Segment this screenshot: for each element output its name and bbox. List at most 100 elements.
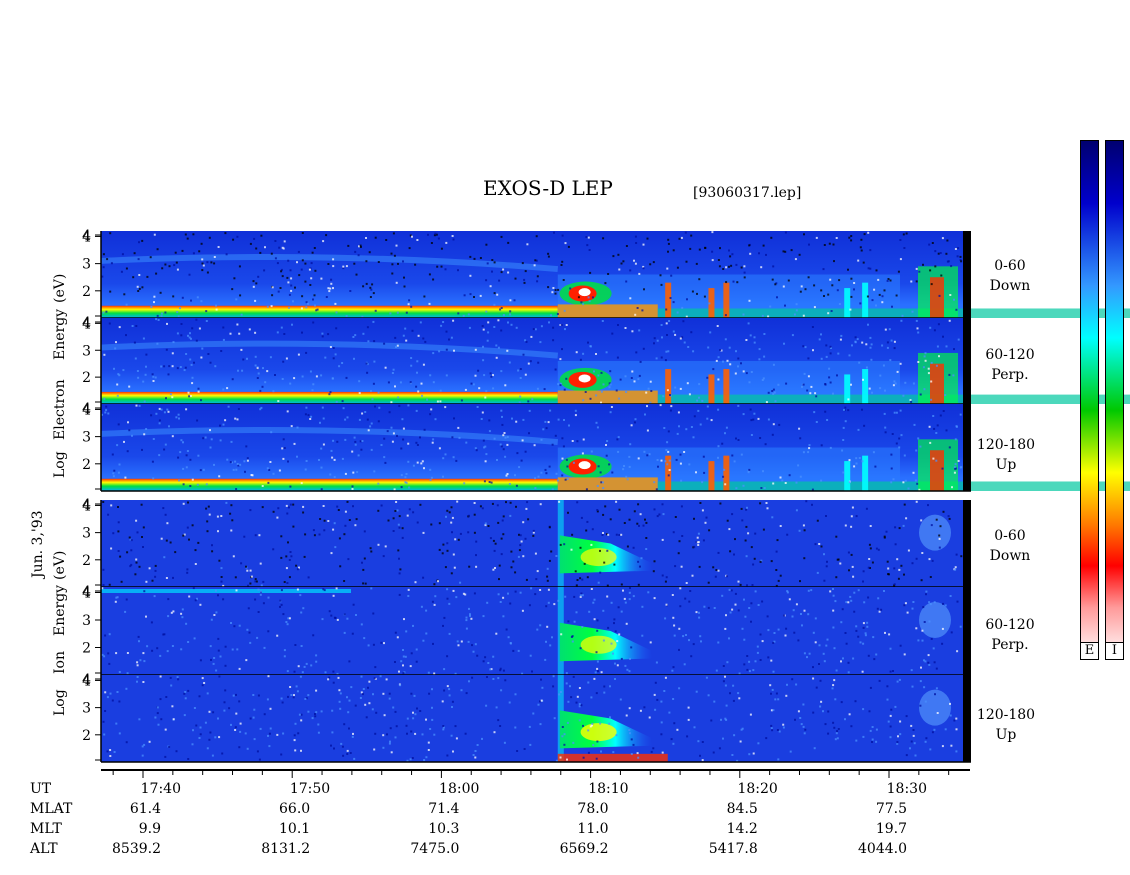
electron-axis-word-2: Electron [52,379,68,440]
noise-speck [575,611,578,614]
noise-speck [615,500,618,503]
energy-spike [723,282,730,318]
noise-speck [676,266,679,269]
noise-speck [257,694,260,697]
row-label-mlat: MLAT [30,801,73,817]
noise-speck [298,566,300,569]
noise-speck [557,383,560,386]
noise-speck [932,647,935,650]
noise-speck [910,669,913,672]
noise-speck [155,272,158,275]
noise-speck [659,404,662,407]
noise-speck [743,598,745,601]
noise-speck [255,580,258,583]
noise-speck [292,696,295,699]
noise-speck [735,350,737,353]
noise-speck [618,633,621,636]
noise-speck [745,525,748,528]
noise-speck [657,465,659,468]
noise-speck [634,235,637,238]
noise-speck [672,666,675,669]
noise-speck [928,558,931,561]
noise-speck [707,694,710,697]
noise-speck [507,636,510,639]
noise-speck [924,740,927,743]
noise-speck [761,379,764,381]
noise-speck [571,533,574,536]
trailing-band [557,390,658,404]
energy-spike [708,461,715,491]
noise-speck [410,730,413,733]
noise-speck [365,362,368,365]
y-tick-label: 3 [82,343,91,359]
noise-speck [812,631,815,634]
noise-speck [205,507,208,510]
spectrogram-panel-6 [101,675,971,763]
noise-speck [661,503,664,506]
noise-speck [295,685,298,688]
noise-speck [115,722,118,725]
noise-speck [213,463,215,466]
noise-speck [632,743,635,746]
noise-speck [719,349,722,351]
noise-speck [338,689,341,692]
noise-speck [689,247,692,250]
noise-speck [931,731,934,734]
noise-speck [406,759,409,762]
noise-speck [717,641,720,644]
noise-speck [759,560,762,563]
noise-speck [191,327,194,330]
noise-speck [171,645,174,647]
noise-speck [176,367,179,370]
noise-speck [343,580,346,582]
noise-speck [903,604,906,607]
noise-speck [432,352,435,355]
noise-speck [620,533,623,536]
noise-speck [182,467,185,470]
noise-speck [400,660,403,663]
noise-speck [108,583,111,586]
noise-speck [222,598,225,601]
noise-speck [725,281,728,284]
noise-speck [540,325,543,328]
noise-speck [292,503,295,506]
noise-speck [160,537,163,540]
noise-speck [925,593,927,596]
noise-speck [415,441,418,444]
noise-speck [772,423,775,426]
noise-speck [855,629,858,632]
noise-speck [187,758,190,760]
noise-speck [221,752,224,755]
noise-speck [156,712,159,715]
noise-speck [368,251,371,254]
noise-speck [850,599,853,602]
noise-speck [551,443,554,446]
noise-speck [193,637,196,640]
noise-speck [329,473,332,476]
noise-speck [789,750,792,753]
noise-speck [335,587,338,590]
noise-speck [775,692,778,695]
noise-speck [750,620,752,623]
noise-speck [324,671,327,674]
noise-speck [774,283,777,286]
noise-speck [327,678,330,681]
noise-speck [200,356,203,359]
noise-speck [947,515,950,518]
noise-speck [428,273,431,276]
date-label: Jun. 3,'93 [30,510,46,578]
noise-speck [540,438,543,441]
noise-speck [179,366,182,368]
noise-speck [377,420,380,423]
noise-speck [516,750,519,752]
noise-speck [347,558,350,561]
noise-speck [495,706,498,709]
noise-speck [416,360,419,363]
noise-speck [416,444,419,446]
panel-range: 0-60 [994,528,1026,544]
noise-speck [301,259,304,262]
noise-speck [343,613,346,616]
noise-speck [136,680,138,683]
noise-speck [389,727,392,730]
noise-speck [404,476,407,479]
